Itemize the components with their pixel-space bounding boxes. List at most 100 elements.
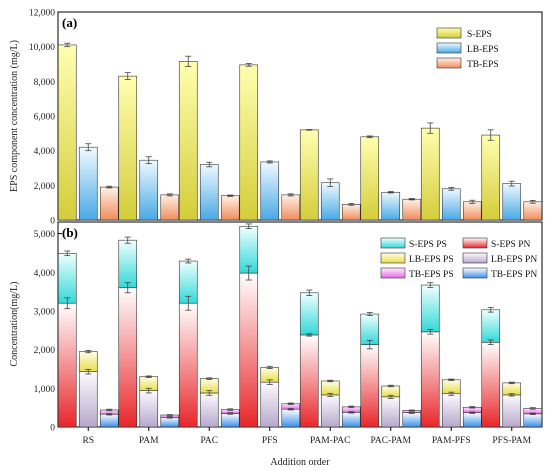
errorbar-s-eps-pfs-pam xyxy=(487,129,494,141)
bar-lb-eps-pfs-pam xyxy=(502,183,522,221)
errorbar-tb-eps-pn-pac-pam xyxy=(408,411,415,414)
bar-lb-eps-pn-rs xyxy=(78,371,98,428)
errorbar-lb-eps-pn-pam xyxy=(145,387,152,394)
bar-tb-eps-pam xyxy=(160,194,180,221)
errorbar-lb-eps-pn-pac xyxy=(206,390,213,396)
bar-tb-eps-pac xyxy=(220,195,240,221)
errorbar-tb-eps-pn-pam xyxy=(166,416,173,419)
x-tick-label: RS xyxy=(82,436,94,446)
panel-b-y-tick-label: 3,000 xyxy=(34,307,56,317)
panel-a-y-tick-label: 0 xyxy=(50,217,55,227)
bar-tb-eps-pn-pac xyxy=(220,413,240,428)
bar-lb-eps-pn-pam-pac xyxy=(320,394,340,428)
legend-swatch-s-eps-ps xyxy=(380,237,406,249)
errorbar-tb-eps-pfs-pam xyxy=(529,200,536,204)
x-axis-title: Addition order xyxy=(270,457,330,468)
panel-a-y-tick-label: 4,000 xyxy=(34,147,56,157)
errorbar-s-eps-pn-rs xyxy=(64,297,71,310)
x-tick-label: PAM-PFS xyxy=(432,436,471,446)
errorbar-tb-eps-ps-pac xyxy=(227,408,234,411)
errorbar-tb-eps-ps-pac-pam xyxy=(408,409,415,412)
bar-s-eps-pam xyxy=(118,75,138,221)
errorbar-s-eps-ps-pfs-pam xyxy=(487,307,494,313)
errorbar-tb-eps-ps-rs xyxy=(106,408,113,412)
errorbar-s-eps-ps-pac xyxy=(185,258,192,264)
panel-a-y-tick-label: 12,000 xyxy=(29,9,55,19)
errorbar-s-eps-ps-pam xyxy=(124,236,131,244)
errorbar-s-eps-pn-pfs xyxy=(245,265,252,281)
panel-b-y-tick-label: 2,000 xyxy=(34,346,56,356)
errorbar-s-eps-pac-pam xyxy=(366,135,373,139)
panel-a-y-tick-label: 6,000 xyxy=(34,113,56,123)
bar-lb-eps-pac-pam xyxy=(381,191,401,221)
errorbar-tb-eps-ps-pam-pfs xyxy=(469,406,476,409)
errorbar-s-eps-pam-pac xyxy=(306,129,313,131)
errorbar-tb-eps-ps-pam xyxy=(166,414,173,416)
bar-tb-eps-pn-pac-pam xyxy=(402,412,422,428)
errorbar-tb-eps-pn-pac xyxy=(227,412,234,415)
errorbar-s-eps-pn-pam-pac xyxy=(306,333,313,337)
bar-lb-eps-rs xyxy=(78,146,98,221)
bar-lb-eps-pn-pac xyxy=(199,392,219,428)
errorbar-tb-eps-pam xyxy=(166,193,173,197)
bar-s-eps-pn-pam-pfs xyxy=(420,331,440,428)
errorbar-lb-eps-ps-pfs xyxy=(266,365,273,369)
bar-s-eps-pac-pam xyxy=(360,136,380,221)
errorbar-tb-eps-pn-pfs-pam xyxy=(529,412,536,416)
bar-s-eps-pn-rs xyxy=(57,302,77,428)
errorbar-lb-eps-pam-pac xyxy=(327,178,334,187)
errorbar-tb-eps-pam-pac xyxy=(348,203,355,206)
errorbar-lb-eps-pac-pam xyxy=(387,191,394,194)
legend-swatch-tb-eps xyxy=(436,57,462,69)
bar-s-eps-pam-pfs xyxy=(420,127,440,221)
errorbar-lb-eps-ps-rs xyxy=(85,350,92,354)
x-tick-label: PFS xyxy=(262,436,278,446)
panel-a-y-tick-label: 10,000 xyxy=(29,43,55,53)
panel-a-y-tick-label: 8,000 xyxy=(34,78,56,88)
legend-label-tb-eps: TB-EPS xyxy=(467,60,499,70)
errorbar-lb-eps-pn-pfs xyxy=(266,379,273,385)
errorbar-lb-eps-pn-pam-pac xyxy=(327,392,334,397)
bar-s-eps-ps-pam xyxy=(118,239,138,289)
bar-tb-eps-pfs-pam xyxy=(523,201,543,221)
errorbar-tb-eps-pn-pfs xyxy=(287,408,294,411)
bar-lb-eps-pn-pac-pam xyxy=(381,396,401,428)
x-tick-label: PFS-PAM xyxy=(492,436,531,446)
errorbar-lb-eps-pn-pac-pam xyxy=(387,394,394,399)
bar-tb-eps-pn-pfs-pam xyxy=(523,413,543,428)
errorbar-lb-eps-pam xyxy=(145,156,152,165)
panel-b-legend: S-EPS PS S-EPS PN LB-EPS PS LB-EPS PN TB-EPS… xyxy=(380,237,537,280)
legend-swatch-s-eps xyxy=(436,27,462,39)
panel-a-y-axis-title: EPS component concentration (mg/L) xyxy=(9,40,20,192)
bar-s-eps-pam-pac xyxy=(299,129,319,221)
panel-b-y-tick-label: 4,000 xyxy=(34,269,56,279)
errorbar-s-eps-pfs xyxy=(245,63,252,67)
legend-label-tb-eps-pn: TB-EPS PN xyxy=(491,270,537,280)
errorbar-tb-eps-pn-pam-pac xyxy=(348,411,355,414)
x-tick-label: PAM-PAC xyxy=(310,436,351,446)
errorbar-tb-eps-pam-pfs xyxy=(469,199,476,204)
bar-s-eps-pfs xyxy=(239,64,259,221)
bar-lb-eps-pn-pfs-pam xyxy=(502,394,522,428)
panel-a-bars xyxy=(57,42,543,221)
errorbar-s-eps-rs xyxy=(64,42,71,48)
errorbar-tb-eps-ps-pam-pac xyxy=(348,405,355,409)
bar-s-eps-rs xyxy=(57,44,77,221)
bar-s-eps-pn-pac-pam xyxy=(360,344,380,428)
x-tick-label: PAM xyxy=(139,436,159,446)
legend-label-s-eps: S-EPS xyxy=(467,30,492,40)
errorbar-lb-eps-pfs xyxy=(266,160,273,164)
bar-tb-eps-pn-pam-pfs xyxy=(462,412,482,428)
bar-s-eps-pn-pfs-pam xyxy=(481,341,501,428)
legend-label-s-eps-ps: S-EPS PS xyxy=(409,240,447,250)
panel-b-y-tick-label: 1,000 xyxy=(34,385,56,395)
bar-s-eps-pn-pac xyxy=(178,302,198,428)
errorbar-s-eps-pn-pam xyxy=(124,282,131,294)
errorbar-tb-eps-pn-rs xyxy=(106,413,113,416)
errorbar-lb-eps-pam-pfs xyxy=(448,187,455,191)
legend-swatch-lb-eps-ps xyxy=(380,252,406,264)
errorbar-s-eps-ps-pam-pac xyxy=(306,289,313,296)
bar-lb-eps-ps-rs xyxy=(78,351,98,372)
